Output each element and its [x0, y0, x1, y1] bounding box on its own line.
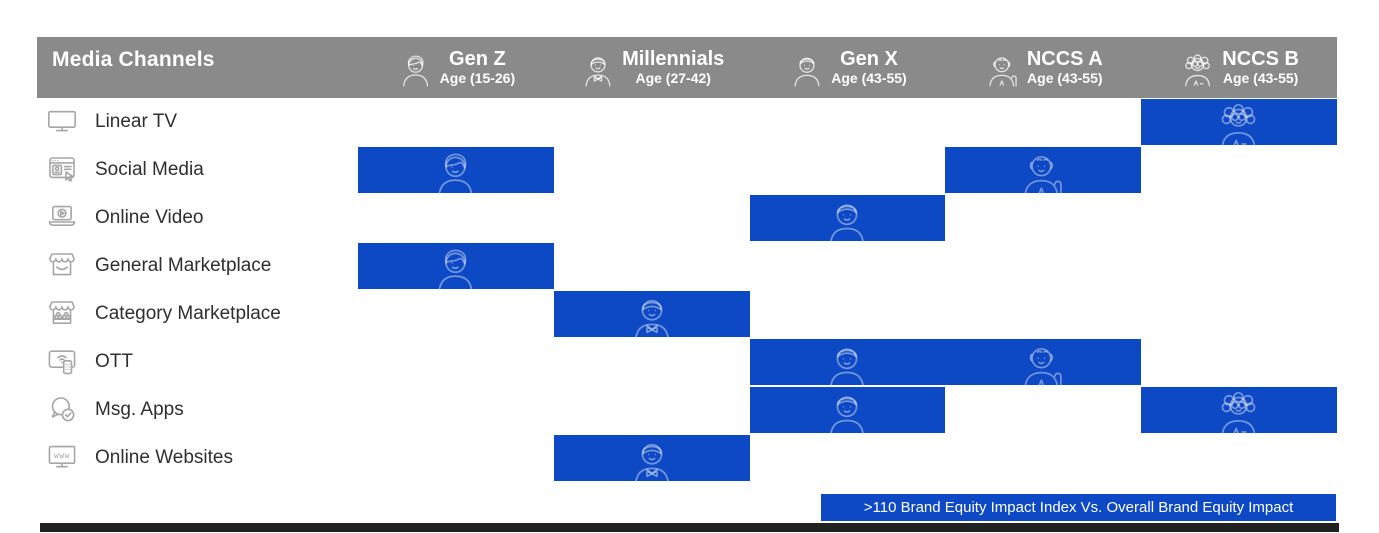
column-name: NCCS B — [1222, 48, 1299, 71]
row-label-online-video: Online Video — [95, 207, 204, 228]
row-label-ott: OTT — [95, 351, 133, 372]
row-label-linear-tv: Linear TV — [95, 111, 178, 132]
column-header-text: Gen X Age (43-55) — [831, 48, 906, 86]
cell-linear-tv-nccs-b — [1141, 99, 1337, 145]
nccs-a-persona-icon — [984, 50, 1022, 94]
cell-ott-gen-x — [749, 339, 946, 385]
media-channels-header-label: Media Channels — [52, 48, 215, 71]
millennials-persona-icon — [579, 50, 617, 94]
online-websites-icon — [46, 442, 78, 474]
column-header-gen-x: Gen X Age (43-55) — [750, 37, 946, 98]
nccs-b-persona-icon — [1213, 390, 1265, 433]
nccs-b-persona-icon — [1179, 50, 1217, 94]
cell-msg-apps-gen-x — [749, 387, 946, 433]
column-header-text: Millennials Age (27-42) — [622, 48, 724, 86]
row-label-general-marketplace: General Marketplace — [95, 255, 272, 276]
ott-icon — [46, 346, 78, 378]
cell-social-media-nccs-a — [945, 147, 1142, 193]
general-marketplace-icon — [46, 250, 78, 282]
gen-z-persona-icon — [430, 246, 482, 289]
column-header-nccs-b: NCCS B Age (43-55) — [1141, 37, 1337, 98]
row-label-category-marketplace: Category Marketplace — [95, 303, 281, 324]
column-age: Age (43-55) — [831, 69, 907, 86]
category-marketplace-icon — [46, 298, 78, 330]
cell-social-media-gen-z — [358, 147, 554, 193]
column-header-text: NCCS A Age (43-55) — [1027, 48, 1103, 86]
gen-z-persona-icon — [397, 50, 435, 94]
nccs-a-persona-icon — [1017, 150, 1069, 193]
gen-z-persona-icon — [430, 150, 482, 193]
tv-icon — [46, 106, 78, 138]
cell-category-marketplace-millennials — [553, 291, 750, 337]
column-header-gen-z: Gen Z Age (15-26) — [358, 37, 554, 98]
cell-online-video-gen-x — [749, 195, 946, 241]
nccs-b-persona-icon — [1213, 102, 1265, 145]
millennials-persona-icon — [626, 438, 678, 481]
column-age: Age (43-55) — [1027, 69, 1103, 86]
online-video-icon — [46, 202, 78, 234]
gen-x-persona-icon — [821, 390, 873, 433]
millennials-persona-icon — [626, 294, 678, 337]
row-label-msg-apps: Msg. Apps — [95, 399, 184, 420]
cell-online-websites-millennials — [553, 435, 750, 481]
column-header-text: NCCS B Age (43-55) — [1222, 48, 1299, 86]
nccs-a-persona-icon — [1017, 342, 1069, 385]
gen-x-persona-icon — [821, 342, 873, 385]
column-header-millennials: Millennials Age (27-42) — [554, 37, 750, 98]
bottom-divider-bar — [40, 523, 1339, 532]
cell-ott-nccs-a — [945, 339, 1142, 385]
column-header-text: Gen Z Age (15-26) — [440, 48, 515, 86]
column-name: Millennials — [622, 48, 725, 71]
column-name: Gen Z — [449, 48, 506, 71]
column-name: Gen X — [840, 48, 898, 71]
msg-apps-icon — [46, 394, 78, 426]
column-name: NCCS A — [1026, 48, 1103, 71]
cell-general-marketplace-gen-z — [358, 243, 554, 289]
column-age: Age (27-42) — [635, 69, 711, 86]
social-media-icon — [46, 154, 78, 186]
cell-msg-apps-nccs-b — [1141, 387, 1337, 433]
gen-x-persona-icon — [788, 50, 826, 94]
gen-x-persona-icon — [821, 198, 873, 241]
row-label-online-websites: Online Websites — [95, 447, 233, 468]
table-header: Media Channels Gen Z Age (15-26) Millennia… — [37, 37, 1337, 98]
column-age: Age (15-26) — [439, 69, 516, 86]
row-label-social-media: Social Media — [95, 159, 204, 180]
column-header-nccs-a: NCCS A Age (43-55) — [945, 37, 1141, 98]
legend: >110 Brand Equity Impact Index Vs. Overa… — [821, 494, 1336, 521]
column-age: Age (43-55) — [1222, 69, 1299, 86]
